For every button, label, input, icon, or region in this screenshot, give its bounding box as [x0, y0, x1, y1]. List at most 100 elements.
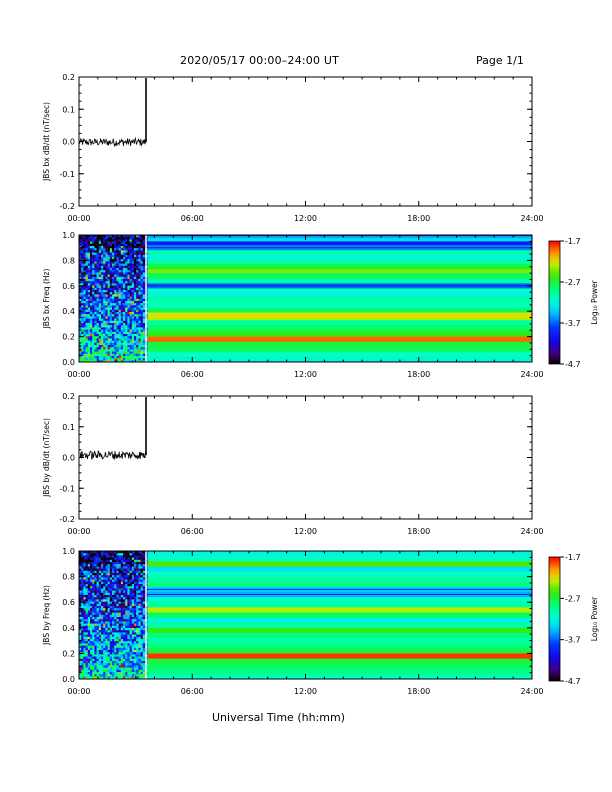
colorbar-label: Log₁₀ Power	[590, 279, 599, 324]
frequency-band	[146, 312, 532, 318]
x-tick-label: 18:00	[407, 527, 430, 536]
frequency-band	[146, 325, 532, 331]
colorbar: -1.7 -2.7 -3.7 -4.7 Log₁₀ Power	[548, 237, 599, 369]
colorbar-label: Log₁₀ Power	[590, 596, 599, 641]
colorbar-tick-label: -4.7	[565, 360, 581, 369]
y-tick-label: -0.1	[59, 484, 75, 493]
colorbar-tick-label: -3.7	[565, 319, 581, 328]
frequency-band	[146, 566, 532, 572]
frequency-band	[146, 357, 532, 362]
frequency-band	[146, 278, 532, 284]
frequency-band	[146, 663, 532, 669]
frequency-band	[146, 643, 532, 649]
x-tick-label: 12:00	[294, 527, 317, 536]
x-tick-label: 18:00	[407, 687, 430, 696]
x-tick-label: 00:00	[67, 370, 90, 379]
frequency-band	[146, 556, 532, 562]
frequency-band	[146, 331, 532, 337]
y-tick-label: 0.6	[62, 282, 75, 291]
frequency-band	[146, 576, 532, 582]
frequency-band	[146, 668, 532, 674]
colorbar-tick-label: -4.7	[565, 677, 581, 686]
frequency-band	[146, 253, 532, 260]
colorbar-gradient	[548, 240, 561, 365]
frequency-band	[146, 259, 532, 265]
x-tick-label: 12:00	[294, 214, 317, 223]
x-tick-label: 06:00	[181, 527, 204, 536]
frequency-band	[146, 287, 532, 293]
y-tick-label: 0.4	[62, 307, 75, 316]
y-tick-label: 1.0	[62, 547, 75, 556]
x-tick-label: 06:00	[181, 370, 204, 379]
plot-frame	[78, 76, 533, 207]
x-tick-label: 24:00	[520, 687, 543, 696]
frequency-band	[146, 264, 532, 270]
y-tick-label: 1.0	[62, 231, 75, 240]
frequency-band	[146, 273, 532, 279]
colorbar-tick-label: -3.7	[565, 636, 581, 645]
x-tick-label: 00:00	[67, 687, 90, 696]
frequency-band	[146, 302, 532, 308]
y-tick-label: 0.2	[62, 392, 75, 401]
series-line	[79, 450, 146, 460]
colorbar-tick-label: -1.7	[565, 553, 581, 562]
y-tick-label: 0.6	[62, 598, 75, 607]
panel-1: 00:00 06:00 12:00 18:00 24:00 0.2 0.1 0.0 -0.1 -0…	[42, 73, 544, 223]
frequency-band	[146, 622, 532, 628]
frequency-band	[146, 638, 532, 644]
frequency-band	[146, 653, 532, 659]
x-axis-title: Universal Time (hh:mm)	[212, 711, 345, 724]
page-number: Page 1/1	[476, 54, 524, 67]
y-tick-label: 0.8	[62, 256, 75, 265]
frequency-band	[146, 627, 532, 633]
frequency-band	[146, 597, 532, 603]
frequency-band	[146, 617, 532, 623]
colorbar-tick-label: -1.7	[565, 237, 581, 246]
y-tick-label: 0.1	[62, 105, 75, 114]
line-plot	[79, 78, 147, 148]
panel-4: 00:00 06:00 12:00 18:00 24:00 1.0 0.8 0.6 0.4 0.2…	[42, 547, 599, 696]
frequency-band	[146, 607, 532, 613]
y-tick-label: 0.2	[62, 649, 75, 658]
x-tick-label: 00:00	[67, 527, 90, 536]
x-tick-label: 18:00	[407, 370, 430, 379]
y-axis-label: JBS bx dB/dt (nT/sec)	[42, 102, 51, 182]
frequency-band	[146, 236, 532, 242]
x-tick-label: 06:00	[181, 687, 204, 696]
frequency-band	[146, 674, 532, 679]
frequency-band	[146, 561, 532, 567]
x-tick-label: 12:00	[294, 687, 317, 696]
frequency-band	[146, 320, 532, 326]
frequency-band	[146, 658, 532, 664]
colorbar-gradient	[548, 556, 561, 682]
x-tick-label: 00:00	[67, 214, 90, 223]
frequency-band	[146, 602, 532, 608]
frequency-band	[146, 292, 532, 298]
frequency-band	[146, 351, 532, 357]
panel-3: 00:00 06:00 12:00 18:00 24:00 0.2 0.1 0.0 -0.1 -0…	[42, 392, 544, 536]
colorbar: -1.7 -2.7 -3.7 -4.7 Log₁₀ Power	[548, 553, 599, 686]
y-tick-label: -0.2	[59, 202, 75, 211]
frequency-band	[146, 612, 532, 618]
series-line	[79, 136, 146, 148]
x-tick-label: 06:00	[181, 214, 204, 223]
frequency-band	[146, 551, 532, 557]
y-tick-label: 0.0	[62, 454, 75, 463]
x-tick-label: 18:00	[407, 214, 430, 223]
frequency-band	[146, 581, 532, 587]
y-axis-label: JBS by Freq (Hz)	[42, 585, 51, 646]
frequency-band	[146, 297, 532, 303]
frequency-band	[146, 235, 532, 239]
colorbar-tick-label: -2.7	[565, 594, 581, 603]
frequency-band	[146, 248, 532, 255]
frequency-band	[146, 307, 532, 313]
y-tick-label: -0.2	[59, 515, 75, 524]
y-tick-label: 0.0	[62, 675, 75, 684]
x-tick-label: 12:00	[294, 370, 317, 379]
y-tick-label: -0.1	[59, 170, 75, 179]
frequency-band	[146, 346, 532, 352]
y-axis-label: JBS by dB/dt (nT/sec)	[42, 418, 51, 498]
y-tick-label: 0.8	[62, 573, 75, 582]
y-axis-label: JBS bx Freq (Hz)	[42, 269, 51, 330]
frequency-band	[146, 342, 532, 348]
